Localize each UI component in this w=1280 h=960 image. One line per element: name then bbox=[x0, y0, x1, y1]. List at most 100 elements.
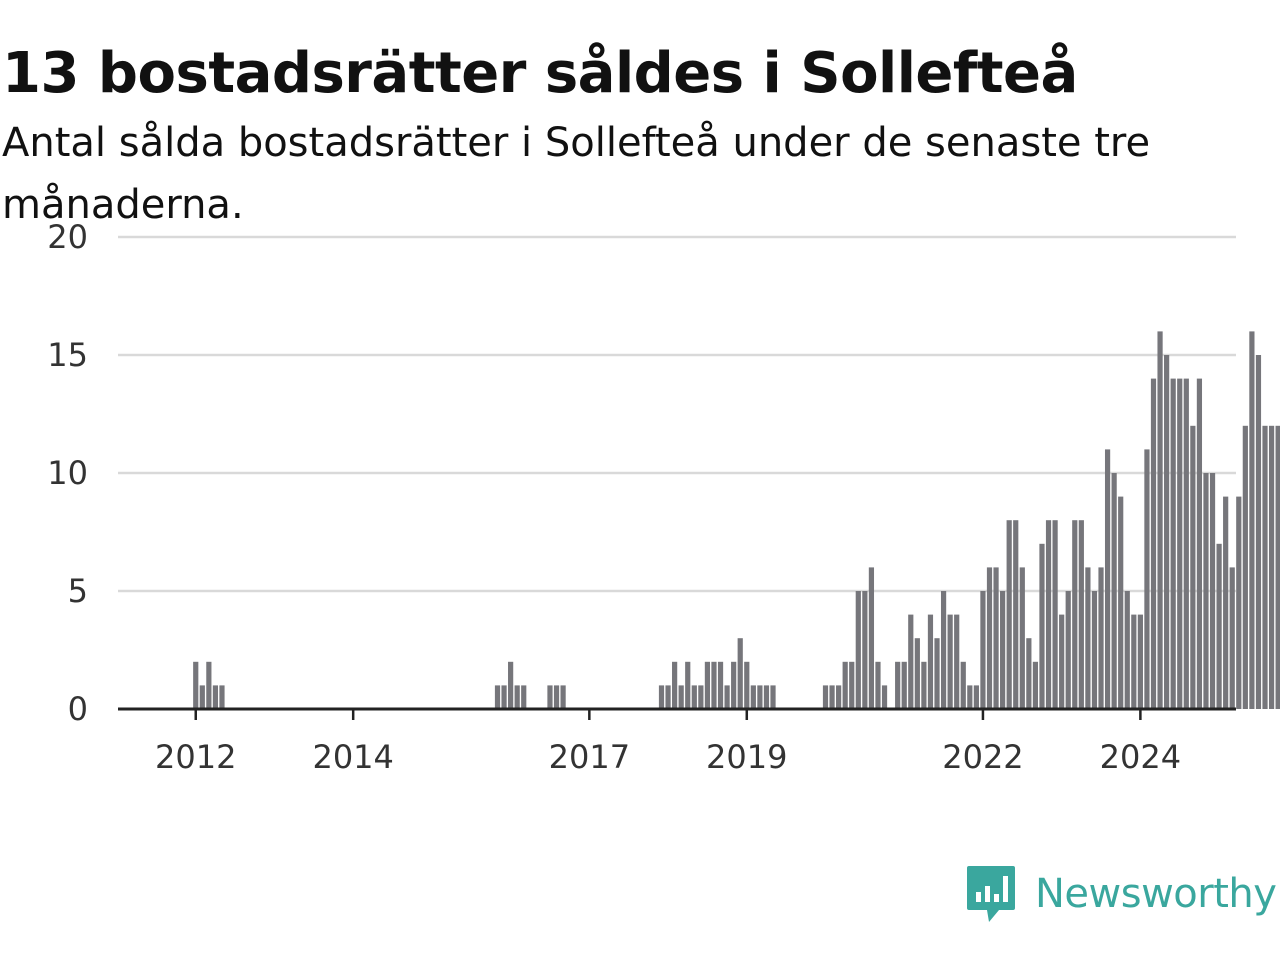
bar bbox=[993, 567, 999, 709]
gridlines bbox=[118, 235, 1236, 593]
y-tick-label: 20 bbox=[47, 218, 88, 256]
bar bbox=[678, 685, 684, 709]
bar bbox=[1229, 567, 1235, 709]
bar bbox=[1203, 473, 1209, 709]
bar bbox=[1236, 496, 1242, 709]
bar bbox=[737, 638, 743, 709]
y-tick-label: 10 bbox=[47, 454, 88, 492]
bar bbox=[553, 685, 560, 709]
bar bbox=[763, 685, 770, 709]
bar bbox=[901, 661, 907, 709]
bar bbox=[1249, 331, 1255, 709]
y-tick-label: 5 bbox=[68, 572, 88, 610]
axes bbox=[118, 707, 1236, 720]
bar bbox=[206, 661, 212, 709]
bar bbox=[1124, 591, 1130, 709]
bar bbox=[1111, 473, 1117, 709]
bar bbox=[685, 661, 691, 709]
bar bbox=[508, 661, 514, 709]
bar bbox=[750, 685, 756, 709]
bar bbox=[1091, 591, 1098, 709]
x-axis-tick-labels: 2012 2014 2017 2019 2022 2024 bbox=[155, 738, 1181, 776]
bar bbox=[1255, 355, 1262, 709]
bar bbox=[855, 591, 861, 709]
bar bbox=[1013, 520, 1019, 709]
bar bbox=[881, 685, 888, 709]
bar bbox=[1085, 567, 1091, 709]
chart-title: 13 bostadsrätter såldes i Sollefteå bbox=[2, 41, 1078, 106]
bar bbox=[967, 685, 973, 709]
bar bbox=[1275, 425, 1280, 709]
bar bbox=[1039, 543, 1045, 709]
chart-subtitle: Antal sålda bostadsrätter i Sollefteå un… bbox=[2, 120, 1151, 228]
bar bbox=[501, 685, 507, 709]
bar bbox=[219, 685, 225, 709]
bar bbox=[1072, 520, 1078, 709]
bar bbox=[665, 685, 671, 709]
newsworthy-bar-chart-logo-icon bbox=[967, 866, 1015, 922]
bar bbox=[1078, 520, 1084, 709]
x-tick-label: 2012 bbox=[155, 738, 236, 776]
bar bbox=[1183, 378, 1189, 709]
bar bbox=[914, 638, 920, 709]
bar bbox=[1065, 591, 1071, 709]
bar bbox=[1026, 638, 1032, 709]
bar bbox=[193, 661, 199, 709]
bar bbox=[1137, 614, 1143, 709]
bars bbox=[193, 331, 1280, 709]
bar bbox=[1150, 378, 1157, 709]
bar bbox=[724, 685, 730, 709]
bar bbox=[921, 661, 927, 709]
y-tick-label: 15 bbox=[47, 336, 88, 374]
bar bbox=[1032, 661, 1039, 709]
bar bbox=[973, 685, 979, 709]
bar bbox=[836, 685, 842, 709]
bar bbox=[1209, 473, 1216, 709]
bar bbox=[829, 685, 835, 709]
x-tick-label: 2019 bbox=[706, 738, 787, 776]
bar bbox=[954, 614, 960, 709]
x-tick-label: 2022 bbox=[942, 738, 1023, 776]
bar bbox=[770, 685, 776, 709]
bar bbox=[1190, 425, 1196, 709]
bar bbox=[986, 567, 993, 709]
bar bbox=[547, 685, 553, 709]
bar bbox=[862, 591, 868, 709]
bar bbox=[1242, 425, 1248, 709]
x-tick-label: 2024 bbox=[1100, 738, 1181, 776]
bar bbox=[744, 661, 750, 709]
bar bbox=[521, 685, 527, 709]
bar bbox=[199, 685, 205, 709]
bar bbox=[1144, 449, 1150, 709]
bar bbox=[868, 567, 875, 709]
bar bbox=[842, 661, 848, 709]
bar bbox=[1000, 591, 1006, 709]
x-tick-label: 2014 bbox=[312, 738, 393, 776]
bar bbox=[1059, 614, 1065, 709]
bar bbox=[1157, 331, 1163, 709]
bar bbox=[1131, 614, 1137, 709]
bar bbox=[947, 614, 953, 709]
bar bbox=[927, 614, 934, 709]
bar bbox=[672, 661, 678, 709]
bar bbox=[1262, 425, 1268, 709]
brand-name: Newsworthy bbox=[1035, 871, 1277, 917]
x-tick-label: 2017 bbox=[549, 738, 630, 776]
bar bbox=[691, 685, 697, 709]
y-tick-label: 0 bbox=[68, 690, 88, 728]
bar bbox=[494, 685, 501, 709]
bar bbox=[560, 685, 566, 709]
bar bbox=[875, 661, 881, 709]
y-axis-tick-labels: 0 5 10 15 20 bbox=[47, 218, 88, 728]
bar bbox=[934, 638, 940, 709]
bar bbox=[731, 661, 737, 709]
bar bbox=[822, 685, 829, 709]
bar bbox=[1177, 378, 1183, 709]
bar bbox=[704, 661, 711, 709]
bar bbox=[698, 685, 704, 709]
bar bbox=[212, 685, 219, 709]
bar bbox=[895, 661, 901, 709]
bar bbox=[757, 685, 763, 709]
bar bbox=[1170, 378, 1176, 709]
bar bbox=[1216, 543, 1222, 709]
